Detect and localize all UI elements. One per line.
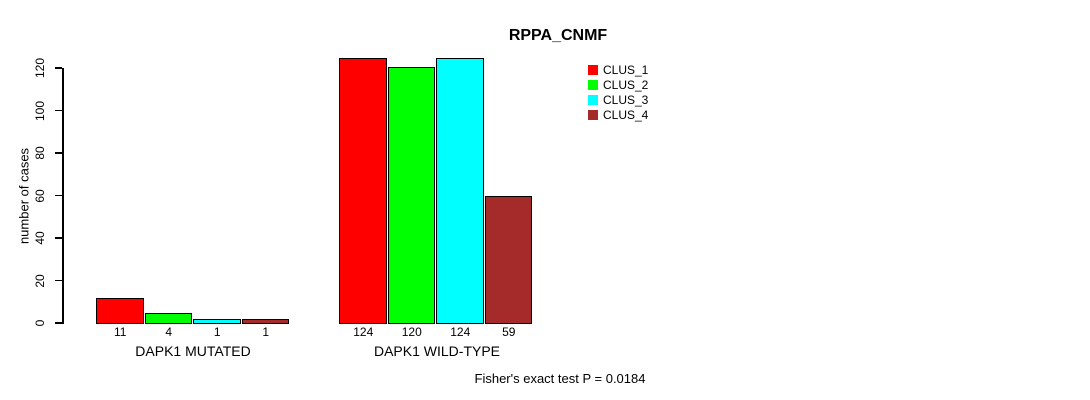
bar-clus_3-mutated (193, 319, 241, 324)
group-label-dapk1-mutated: DAPK1 MUTATED (135, 343, 251, 359)
y-axis-line (62, 68, 64, 324)
legend-label-clus_3: CLUS_3 (603, 93, 649, 107)
y-tick-80 (55, 152, 62, 154)
legend-label-clus_1: CLUS_1 (603, 63, 649, 77)
y-tick-20 (55, 279, 62, 282)
bar-clus_4-wild-type (484, 196, 532, 324)
y-tick-label-80: 80 (33, 146, 47, 160)
y-tick-label-0: 0 (33, 319, 47, 327)
bar-clus_2-wild-type (387, 66, 435, 324)
legend-label-clus_4: CLUS_4 (603, 108, 649, 122)
bar-clus_1-wild-type (339, 58, 387, 324)
y-tick-100 (55, 109, 62, 112)
y-tick-40 (55, 237, 62, 239)
y-tick-120 (55, 67, 62, 69)
bar-value-label-clus_2-wild-type: 120 (401, 325, 422, 339)
bar-value-label-clus_3-wild-type: 124 (450, 325, 471, 339)
y-tick-label-20: 20 (33, 273, 47, 288)
bar-clus_3-wild-type (436, 58, 484, 324)
legend-swatch-clus_3 (588, 95, 598, 105)
legend-swatch-clus_2 (588, 80, 598, 90)
bar-value-label-clus_2-mutated: 4 (165, 325, 173, 339)
y-tick-label-120: 120 (33, 57, 47, 79)
y-tick-label-100: 100 (33, 100, 47, 121)
legend-item-clus_4: CLUS_4 (588, 108, 648, 122)
bar-value-label-clus_1-mutated: 11 (114, 325, 127, 339)
bar-clus_4-mutated (241, 319, 289, 324)
y-tick-label-60: 60 (33, 188, 47, 203)
bar-value-label-clus_3-mutated: 1 (213, 325, 221, 339)
legend-item-clus_3: CLUS_3 (588, 93, 648, 107)
legend-label-clus_2: CLUS_2 (603, 78, 649, 92)
bar-value-label-clus_1-wild-type: 124 (353, 325, 374, 339)
y-tick-label-40: 40 (33, 231, 47, 245)
bar-value-label-clus_4-mutated: 1 (262, 325, 270, 339)
group-label-dapk1-wild-type: DAPK1 WILD-TYPE (373, 343, 501, 359)
legend-item-clus_1: CLUS_1 (588, 63, 648, 77)
fisher-test-annotation: Fisher's exact test P = 0.0184 (474, 371, 646, 386)
legend-swatch-clus_1 (588, 65, 598, 75)
y-tick-60 (55, 194, 62, 197)
bar-clus_2-mutated (144, 313, 192, 324)
legend-swatch-clus_4 (588, 110, 598, 120)
bar-clus_1-mutated (96, 298, 144, 324)
y-axis-label: number of cases (16, 147, 32, 245)
legend-item-clus_2: CLUS_2 (588, 78, 648, 92)
chart-title: RPPA_CNMF (508, 27, 608, 44)
y-tick-0 (55, 322, 62, 324)
bar-value-label-clus_4-wild-type: 59 (502, 325, 516, 339)
